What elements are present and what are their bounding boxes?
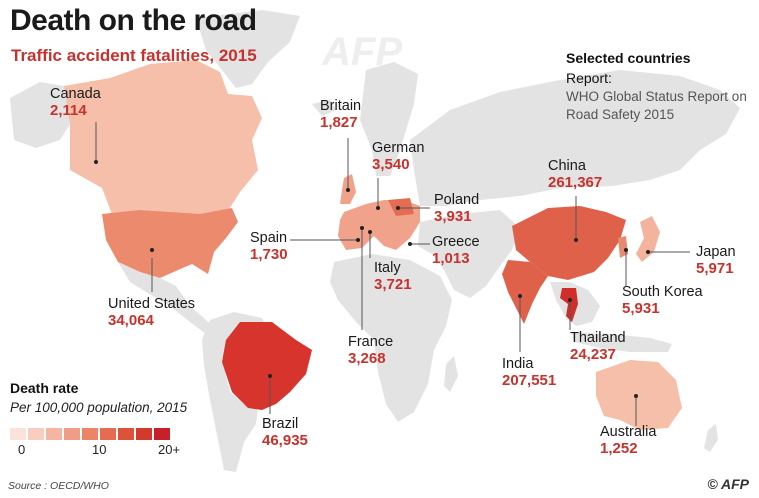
legend-swatch [10, 428, 26, 440]
legend-swatch [100, 428, 116, 440]
page-title: Death on the road [10, 4, 257, 37]
india-shape [502, 260, 548, 324]
alaska-shape [10, 82, 70, 148]
scandinavia-shape [360, 62, 418, 176]
country-value: 3,540 [372, 156, 410, 173]
africa-shape [330, 254, 452, 422]
legend-swatch [118, 428, 134, 440]
country-name: United States [108, 296, 196, 312]
country-label-italy: Italy 3,721 [374, 260, 412, 293]
legend-scale [10, 428, 170, 440]
country-name: Thailand [570, 330, 626, 346]
country-label-spain: Spain 1,730 [250, 230, 288, 263]
country-value: 3,721 [374, 276, 412, 293]
country-value: 1,827 [320, 114, 358, 131]
legend-swatches [10, 428, 170, 440]
russia-shape [410, 70, 740, 206]
country-label-greece: Greece 1,013 [432, 234, 480, 267]
country-name: Britain [320, 98, 362, 114]
country-name: Australia [600, 424, 657, 440]
country-name: South Korea [622, 284, 703, 300]
iceland-shape [312, 100, 336, 116]
country-name: Spain [250, 230, 288, 246]
country-name: Canada [50, 86, 101, 102]
country-label-france: France 3,268 [348, 334, 393, 367]
country-value: 1,730 [250, 246, 288, 263]
country-value: 5,931 [622, 300, 660, 317]
south-america-shape [202, 312, 270, 472]
country-label-united-states: United States 34,064 [108, 296, 195, 329]
mexico-shape [118, 262, 214, 334]
country-name: India [502, 356, 534, 372]
country-name: France [348, 334, 394, 350]
afp-credit: © AFP [707, 476, 749, 492]
australia-shape [596, 360, 682, 430]
legend-tick-0: 0 [18, 442, 26, 457]
country-name: Poland [434, 192, 480, 208]
new-zealand-shape [704, 424, 718, 452]
country-name: Greece [432, 234, 480, 250]
country-value: 34,064 [108, 312, 154, 329]
country-label-canada: Canada 2,114 [50, 86, 101, 119]
country-label-south-korea: South Korea 5,931 [622, 284, 703, 317]
legend-subtitle: Per 100,000 population, 2015 [10, 400, 188, 415]
country-value: 207,551 [502, 372, 557, 389]
country-value: 24,237 [570, 346, 616, 363]
leader-dots [94, 160, 650, 398]
country-name: China [548, 158, 586, 174]
country-name: Japan [696, 244, 736, 260]
greenland-shape [196, 10, 300, 88]
canada-shape [64, 60, 262, 216]
legend-swatch [154, 428, 170, 440]
report-label: Report: [566, 70, 612, 86]
country-label-india: India 207,551 [502, 356, 556, 389]
poland-shape [388, 198, 414, 216]
country-label-germany: German 3,540 [372, 140, 424, 173]
thailand-shape [560, 288, 578, 322]
legend-swatch [82, 428, 98, 440]
legend-swatch [46, 428, 62, 440]
madagascar-shape [444, 356, 458, 392]
country-value: 5,971 [696, 260, 734, 277]
country-label-brazil: Brazil 46,935 [262, 416, 308, 449]
report-source: WHO Global Status Report on Road Safety … [566, 89, 747, 122]
china-shape [512, 206, 626, 280]
country-name: Brazil [262, 416, 299, 432]
country-label-britain: Britain 1,827 [320, 98, 361, 131]
country-name: Italy [374, 260, 401, 276]
country-value: 261,367 [548, 174, 603, 191]
legend-tick-10: 10 [92, 442, 107, 457]
legend-tick-20: 20+ [158, 442, 181, 457]
country-name: German [372, 140, 425, 156]
country-label-thailand: Thailand 24,237 [570, 330, 626, 363]
country-value: 3,268 [348, 350, 386, 367]
selected-countries-heading: Selected countries [566, 50, 691, 66]
brazil-shape [222, 322, 312, 410]
leader-lines [95, 122, 690, 426]
legend-title: Death rate [10, 380, 79, 396]
japan-shape [636, 216, 660, 262]
middle-east-shape [418, 210, 520, 298]
country-value: 1,252 [600, 440, 638, 457]
country-label-japan: Japan 5,971 [696, 244, 736, 277]
usa-shape [102, 208, 238, 278]
country-value: 46,935 [262, 432, 308, 449]
page-subtitle: Traffic accident fatalities, 2015 [11, 46, 257, 65]
country-value: 1,013 [432, 250, 470, 267]
country-label-china: China 261,367 [548, 158, 602, 191]
indonesia-shape [572, 332, 672, 352]
legend-swatch [64, 428, 80, 440]
country-label-australia: Australia 1,252 [600, 424, 656, 457]
legend-swatch [28, 428, 44, 440]
country-label-poland: Poland 3,931 [434, 192, 479, 225]
country-value: 3,931 [434, 208, 472, 225]
source-note: Source : OECD/WHO [8, 480, 109, 492]
legend-swatch [136, 428, 152, 440]
country-value: 2,114 [50, 102, 87, 119]
